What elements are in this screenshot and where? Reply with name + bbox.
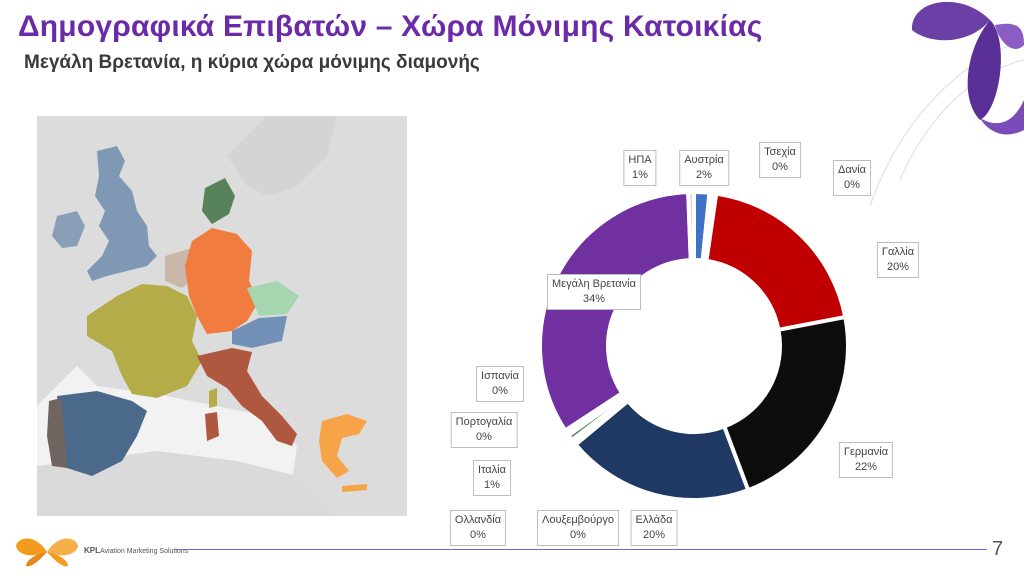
map-country-france — [87, 284, 202, 398]
slice-label-8: Ιταλία 1% — [473, 460, 511, 496]
slice-label-value: 1% — [632, 169, 648, 181]
slice-label-value: 20% — [886, 261, 910, 273]
map-country-portugal — [47, 398, 67, 468]
map-country-greece — [319, 414, 367, 478]
slice-label-value: 0% — [772, 161, 788, 173]
slice-label-name: Πορτογαλία — [455, 416, 513, 428]
slice-label-name: Ιταλία — [478, 464, 506, 476]
page-subtitle: Μεγάλη Βρετανία, η κύρια χώρα μόνιμης δι… — [24, 52, 480, 73]
slice-label-12: ΗΠΑ 1% — [623, 150, 657, 186]
slice-label-name: Τσεχία — [764, 146, 796, 158]
slice-label-name: ΗΠΑ — [628, 154, 652, 166]
map-country-denmark — [202, 178, 235, 224]
slice-label-11: Μεγάλη Βρετανία 34% — [547, 274, 641, 310]
slice-label-3: Γαλλία 20% — [876, 242, 920, 278]
donut-slice-3 — [704, 191, 848, 333]
page-title: Δημογραφικά Επιβατών – Χώρα Μόνιμης Κατο… — [18, 10, 763, 43]
map-country-austria — [232, 316, 287, 348]
butterfly-decoration-icon — [869, 1, 1024, 207]
slice-label-name: Γαλλία — [881, 246, 915, 258]
donut-slice-12 — [686, 189, 696, 263]
map-country-spain — [57, 391, 147, 476]
slice-label-name: Μεγάλη Βρετανία — [552, 278, 636, 290]
slice-label-0: Αυστρία 2% — [679, 150, 729, 186]
slice-label-value: 0% — [470, 529, 486, 541]
slice-label-value: 22% — [854, 461, 878, 473]
donut-slice-11 — [538, 190, 693, 434]
slice-label-name: Γερμανία — [843, 446, 889, 458]
slice-label-name: Αυστρία — [684, 154, 724, 166]
donut-slice-4 — [721, 314, 850, 493]
slice-label-value: 34% — [582, 293, 606, 305]
slice-label-7: Ολλανδία 0% — [449, 510, 507, 546]
slice-label-1: Τσεχία 0% — [759, 142, 801, 178]
slice-label-value: 0% — [844, 179, 860, 191]
slice-label-6: Λουξεμβούργο 0% — [537, 510, 619, 546]
donut-slice-5 — [572, 398, 751, 502]
slice-label-value: 0% — [492, 385, 508, 397]
slice-label-value: 20% — [642, 529, 666, 541]
slice-label-name: Λουξεμβούργο — [542, 514, 614, 526]
slice-label-value: 0% — [476, 431, 492, 443]
map-country-uk — [87, 146, 157, 281]
page-number: 7 — [992, 538, 1004, 560]
slice-label-name: Ολλανδία — [454, 514, 502, 526]
slice-label-10: Ισπανία 0% — [476, 366, 524, 402]
map-country-italy — [197, 348, 297, 446]
slice-label-name: Ελλάδα — [635, 514, 673, 526]
slice-label-4: Γερμανία 22% — [838, 442, 894, 478]
slice-label-value: 0% — [570, 529, 586, 541]
europe-map — [37, 116, 407, 516]
slice-label-2: Δανία 0% — [832, 160, 872, 196]
footer-brand-rest: Aviation Marketing Solutions — [100, 548, 189, 555]
slice-label-name: Δανία — [837, 164, 867, 176]
slice-label-value: 1% — [484, 479, 500, 491]
slice-label-5: Ελλάδα 20% — [630, 510, 678, 546]
slice-label-9: Πορτογαλία 0% — [450, 412, 518, 448]
footer-brand-bold: KPL — [84, 546, 100, 555]
slice-label-name: Ισπανία — [481, 370, 519, 382]
map-country-czechia — [247, 281, 299, 316]
footer-divider — [175, 549, 987, 550]
map-country-germany — [185, 228, 259, 334]
slice-label-value: 2% — [696, 169, 712, 181]
kpl-logo-icon — [14, 534, 80, 575]
footer-brand: KPLAviation Marketing Solutions — [84, 546, 188, 555]
